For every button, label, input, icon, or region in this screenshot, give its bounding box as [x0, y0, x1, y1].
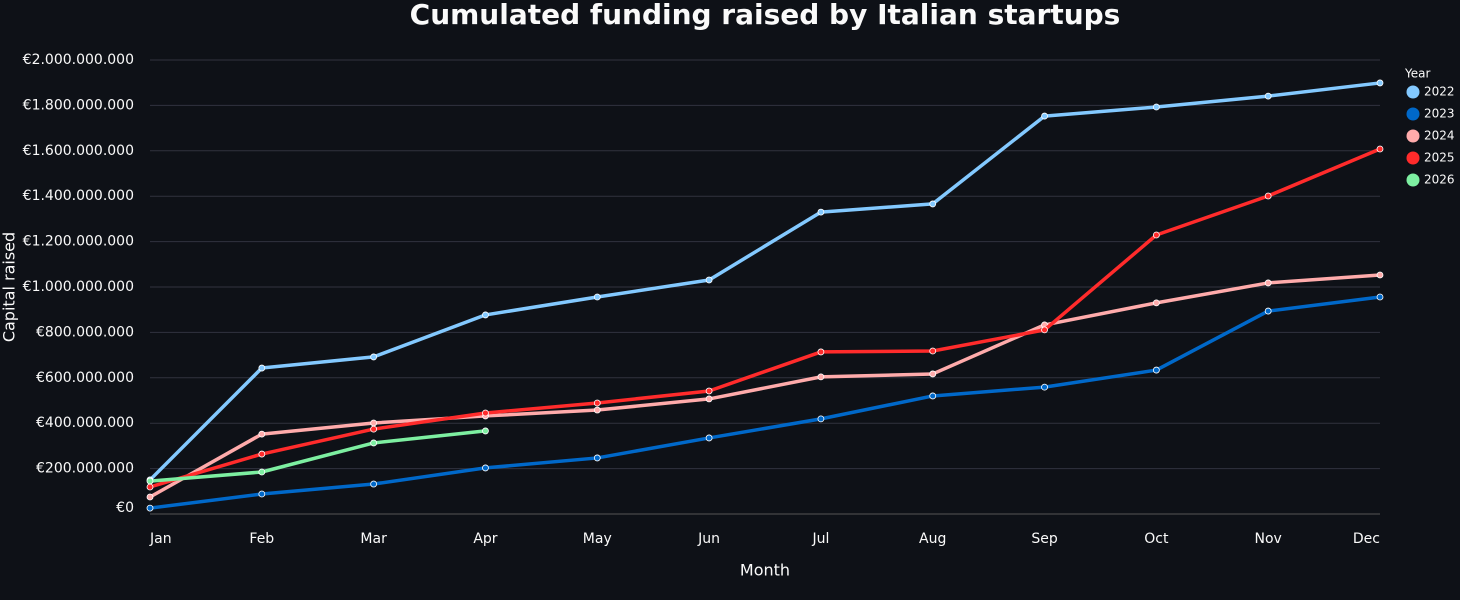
legend-swatch [1406, 85, 1420, 99]
legend-swatch [1406, 107, 1420, 121]
y-tick-label: €1.200.000.000 [23, 234, 134, 250]
data-point [1376, 271, 1384, 279]
data-point [705, 387, 713, 395]
x-tick-label: Feb [249, 531, 274, 547]
x-tick-label: Jun [697, 531, 720, 547]
data-point [1041, 383, 1048, 391]
legend-swatch [1406, 173, 1420, 187]
x-axis-title: Month [740, 561, 790, 580]
legend-label: 2024 [1424, 129, 1455, 143]
chart-title: Cumulated funding raised by Italian star… [410, 0, 1121, 31]
data-point [1152, 366, 1160, 374]
data-point [146, 483, 154, 491]
legend-title: Year [1404, 67, 1430, 81]
series-line [149, 429, 486, 483]
data-point [817, 373, 825, 381]
data-point [929, 370, 937, 378]
y-tick-label: €1.400.000.000 [23, 188, 134, 204]
data-point [1152, 299, 1160, 307]
x-tick-label: May [583, 531, 612, 547]
y-tick-label: €1.000.000.000 [23, 279, 134, 295]
data-point [482, 464, 489, 472]
data-point [593, 293, 601, 301]
legend-swatch [1406, 129, 1420, 143]
series-line [149, 295, 1381, 510]
y-tick-label: €200.000.000 [36, 461, 134, 477]
y-tick-label: €2.000.000.000 [23, 52, 134, 68]
data-point [1152, 231, 1160, 239]
x-tick-label: Nov [1255, 531, 1282, 547]
y-axis-title: Capital raised [0, 232, 19, 342]
data-point [370, 439, 378, 447]
data-point [929, 347, 937, 355]
data-point [929, 200, 937, 208]
data-point [929, 392, 937, 400]
data-point [146, 477, 154, 485]
data-point [1041, 326, 1048, 334]
data-point [817, 208, 825, 216]
y-tick-label: €800.000.000 [36, 324, 134, 340]
data-point [482, 427, 489, 435]
data-point [593, 454, 601, 462]
x-tick-label: Oct [1144, 531, 1169, 547]
x-tick-label: Aug [919, 531, 946, 547]
data-point [146, 504, 154, 512]
series-line [149, 147, 1381, 489]
data-point [1264, 279, 1272, 287]
legend-label: 2022 [1424, 85, 1455, 99]
legend-label: 2023 [1424, 107, 1455, 121]
data-point [1152, 103, 1160, 111]
x-tick-label: Dec [1353, 531, 1380, 547]
x-tick-label: Mar [360, 531, 387, 547]
data-point [258, 430, 266, 438]
data-point [482, 311, 489, 319]
data-point [258, 364, 266, 372]
data-point [258, 450, 266, 458]
y-tick-label: €1.600.000.000 [23, 143, 134, 159]
data-point [146, 493, 154, 501]
legend-label: 2026 [1424, 173, 1455, 187]
data-point [370, 353, 378, 361]
data-point [1376, 293, 1384, 301]
data-point [370, 425, 378, 433]
data-point [705, 434, 713, 442]
data-point [1376, 79, 1384, 87]
data-point [482, 409, 489, 417]
series-line [149, 273, 1381, 499]
data-point [1041, 112, 1048, 120]
x-tick-label: Sep [1031, 531, 1058, 547]
data-point [593, 399, 601, 407]
data-point [705, 276, 713, 284]
data-point [1264, 92, 1272, 100]
data-point [817, 415, 825, 423]
data-point [1376, 145, 1384, 153]
data-point [258, 468, 266, 476]
y-tick-label: €600.000.000 [36, 370, 134, 386]
data-point [370, 480, 378, 488]
legend-swatch [1406, 151, 1420, 165]
legend-label: 2025 [1424, 151, 1455, 165]
data-point [370, 419, 378, 427]
y-tick-label: €400.000.000 [36, 415, 134, 431]
data-point [817, 348, 825, 356]
data-point [258, 490, 266, 498]
series-line [148, 81, 1381, 482]
y-tick-label: €1.800.000.000 [23, 97, 134, 113]
x-tick-label: Jul [811, 531, 829, 547]
y-tick-label: €0 [116, 500, 134, 516]
data-point [1264, 192, 1272, 200]
data-point [705, 395, 713, 403]
x-tick-label: Jan [149, 531, 172, 547]
data-point [1264, 307, 1272, 315]
x-tick-label: Apr [473, 531, 497, 547]
data-point [593, 406, 601, 414]
